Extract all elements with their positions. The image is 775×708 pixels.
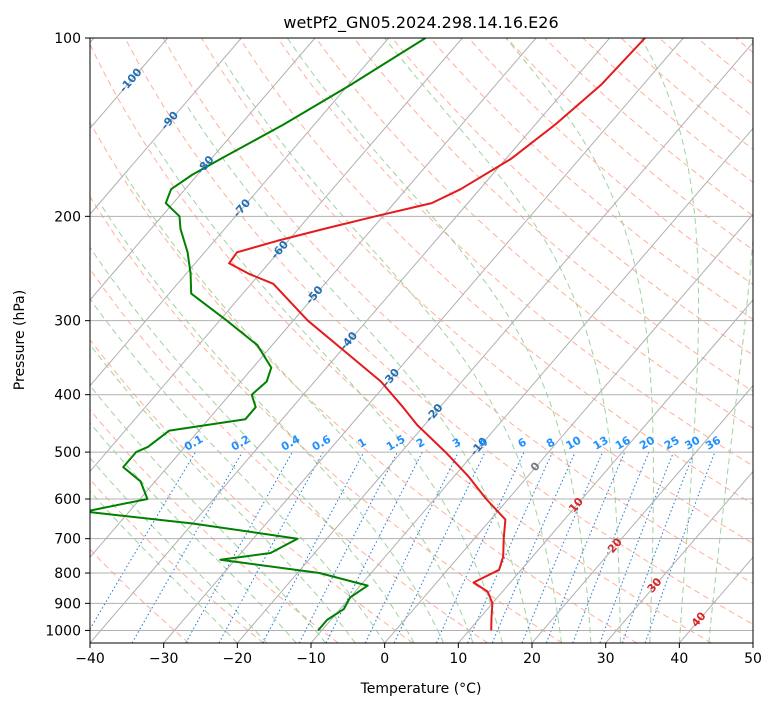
mixing-ratio-line <box>364 451 459 643</box>
isotherm-line <box>90 38 537 559</box>
plot-frame <box>89 37 754 644</box>
y-tick-label: 700 <box>54 532 81 548</box>
isotherm-line <box>90 38 611 643</box>
isotherm-line <box>384 213 753 643</box>
dry-adiabat <box>90 548 190 643</box>
mixing-ratio-line <box>262 451 365 643</box>
moist-adiabat <box>90 298 386 643</box>
dry-adiabat <box>90 195 563 643</box>
dry-adiabat <box>315 38 753 429</box>
dry-adiabat <box>239 38 753 505</box>
isotherms <box>90 38 753 643</box>
dry-adiabat <box>430 38 753 321</box>
y-tick-label: 100 <box>54 31 81 47</box>
temperature-profile-line <box>228 38 646 631</box>
isotherm-line <box>90 38 390 387</box>
y-tick-label: 900 <box>54 596 81 612</box>
x-tick-label: −10 <box>296 651 326 667</box>
x-tick-label: 40 <box>670 651 688 667</box>
y-axis-title: Pressure (hPa) <box>12 290 28 390</box>
dry-adiabat <box>90 121 638 643</box>
isotherm-line <box>90 38 463 473</box>
isotherm-line <box>310 127 753 643</box>
isotherm-line <box>163 38 684 643</box>
x-tick-label: 50 <box>744 651 762 667</box>
moist-adiabat <box>505 38 654 643</box>
x-tick-label: 10 <box>449 651 467 667</box>
moist-adiabat <box>640 38 700 643</box>
dewpoint-profile-line <box>90 38 427 632</box>
mixing-ratio-line <box>599 451 675 643</box>
mixing-ratio-line <box>644 451 716 643</box>
x-tick-label: 20 <box>523 651 541 667</box>
isotherm-line <box>531 384 753 643</box>
y-tick-label: 800 <box>54 566 81 582</box>
x-tick-label: −20 <box>223 651 253 667</box>
x-tick-label: 30 <box>597 651 615 667</box>
moist-adiabat <box>186 105 533 643</box>
isotherm-line <box>236 41 753 643</box>
plot-area: -100-90-80-70-60-50-40-30-20-10010203040… <box>90 38 753 643</box>
mixing-ratio-line <box>621 451 695 643</box>
mixing-ratio-line <box>185 451 293 643</box>
mixing-ratio-line <box>325 451 423 643</box>
dry-adiabats <box>90 38 753 643</box>
moist-adiabat <box>384 38 621 643</box>
x-axis: −40 −30 −20 −10 0 10 20 30 40 50 <box>75 643 762 667</box>
moist-adiabat <box>286 38 592 643</box>
moist-adiabat <box>90 343 356 643</box>
dry-adiabat <box>90 268 488 643</box>
dry-adiabat <box>124 38 753 625</box>
dry-adiabat <box>353 38 753 392</box>
dry-adiabat <box>90 43 712 643</box>
moist-adiabat <box>99 202 445 643</box>
y-tick-label: 200 <box>54 209 81 225</box>
moist-adiabats <box>90 38 753 643</box>
y-axis: 100 200 300 400 500 600 700 800 900 1000 <box>45 31 90 639</box>
dry-adiabat <box>90 478 264 643</box>
x-tick-label: −30 <box>149 651 179 667</box>
chart-title: wetPf2_GN05.2024.298.14.16.E26 <box>283 13 558 33</box>
dry-adiabat <box>90 408 339 643</box>
moist-adiabat <box>90 384 327 643</box>
mixing-ratio-line <box>521 451 604 643</box>
moist-adiabat <box>124 174 474 643</box>
isobars <box>90 38 753 631</box>
moist-adiabat <box>708 38 753 643</box>
x-tick-label: 0 <box>380 651 389 667</box>
x-axis-title: Temperature (°C) <box>360 681 482 697</box>
x-tick-label: −40 <box>75 651 105 667</box>
isotherm-line <box>605 470 753 643</box>
dry-adiabat <box>201 38 753 544</box>
y-tick-label: 400 <box>54 388 81 404</box>
y-tick-label: 600 <box>54 492 81 508</box>
moist-adiabat <box>224 62 562 643</box>
moist-adiabat <box>90 246 415 643</box>
moist-adiabat <box>90 490 238 643</box>
mixing-ratio-line <box>545 451 626 643</box>
isotherm-line <box>457 299 753 643</box>
y-tick-label: 300 <box>54 314 81 330</box>
y-tick-label: 500 <box>54 445 81 461</box>
dry-adiabat <box>162 38 753 584</box>
dry-adiabat <box>391 38 753 356</box>
isotherm-line <box>90 38 242 215</box>
dry-adiabat <box>277 38 753 467</box>
mixing-ratio-line <box>572 451 650 643</box>
isotherm-line <box>90 38 316 301</box>
series-lines <box>90 38 646 632</box>
y-tick-label: 1000 <box>45 623 81 639</box>
